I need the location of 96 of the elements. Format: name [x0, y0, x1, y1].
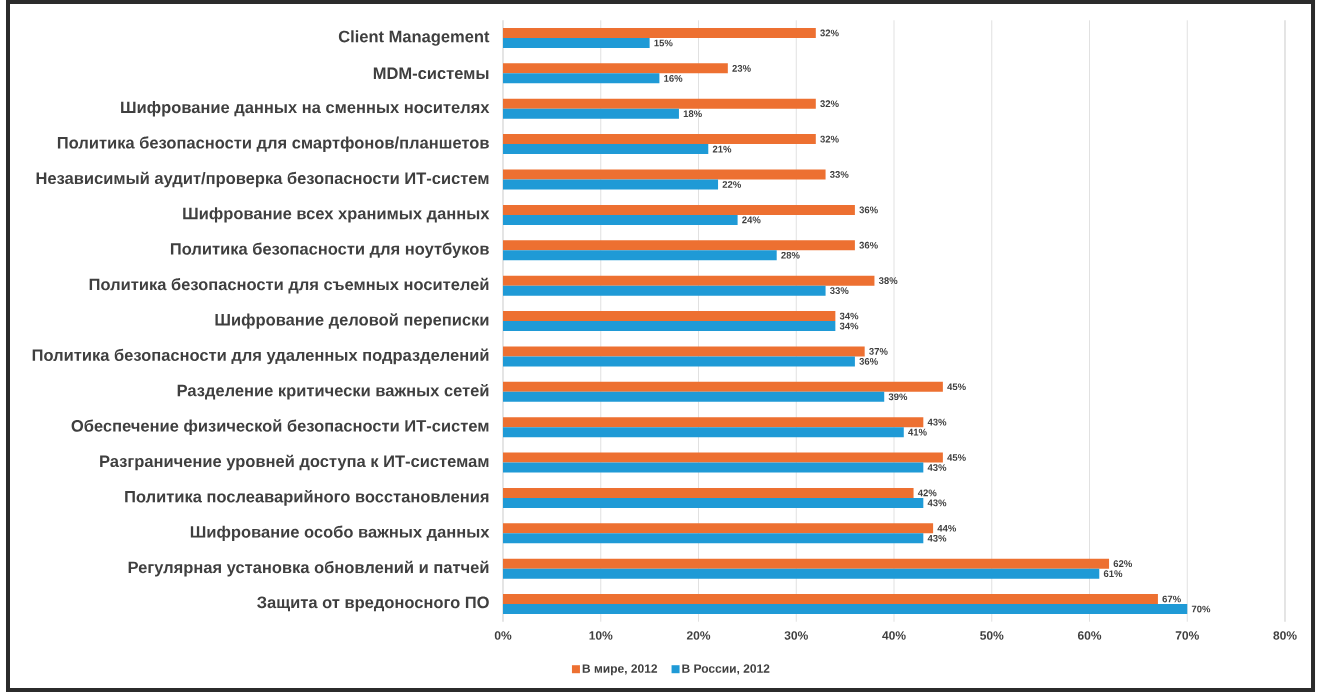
bar — [503, 134, 816, 145]
bar — [503, 356, 855, 367]
y-tick-label: Независимый аудит/проверка безопасности ИТ-систем — [36, 171, 489, 188]
data-label: 18% — [683, 110, 702, 118]
data-label: 33% — [829, 171, 849, 178]
data-label: 41% — [908, 428, 927, 436]
data-label: 45% — [947, 454, 966, 461]
bar — [503, 321, 836, 331]
bar — [503, 346, 865, 357]
bar — [503, 311, 836, 321]
bar — [503, 391, 885, 402]
bar — [503, 523, 934, 534]
bar — [503, 144, 709, 155]
data-label: 36% — [859, 206, 878, 214]
data-label: 32% — [820, 100, 839, 108]
bar — [503, 604, 1188, 615]
data-label: 33% — [829, 287, 849, 294]
data-label: 16% — [664, 75, 683, 82]
data-label: 32% — [820, 135, 839, 143]
y-tick-label: Шифрование данных на сменных носителях — [121, 101, 490, 117]
data-label: 36% — [859, 358, 878, 365]
data-label: 42% — [917, 489, 937, 497]
bar — [503, 594, 1158, 605]
data-label: 70% — [1191, 605, 1211, 613]
y-tick-label: Политика безопасности для смартфонов/планшетов — [57, 136, 489, 152]
bar — [503, 108, 679, 119]
bar — [503, 427, 904, 438]
bar — [503, 285, 826, 296]
bar — [503, 98, 816, 109]
bar — [503, 63, 728, 74]
data-label: 43% — [927, 499, 947, 507]
data-label: 44% — [937, 524, 957, 532]
data-label: 36% — [859, 241, 878, 249]
bar — [503, 533, 924, 544]
y-tick-label: Политика послеаварийного восстановления — [125, 490, 489, 506]
y-tick-label: MDM-системы — [373, 67, 489, 80]
x-tick-label: 70% — [1175, 631, 1199, 640]
data-label: 67% — [1162, 595, 1181, 603]
bar — [503, 179, 719, 190]
x-tick-label: 40% — [882, 631, 906, 640]
y-tick-label: Шифрование особо важных данных — [190, 525, 490, 542]
bar — [503, 250, 777, 261]
data-label: 28% — [781, 251, 800, 259]
data-label: 21% — [712, 145, 732, 153]
data-label: 37% — [869, 348, 888, 355]
data-label: 22% — [722, 181, 742, 188]
data-label: 43% — [927, 464, 947, 471]
bar — [503, 497, 924, 508]
y-tick-label: Шифрование всех хранимых данных — [183, 207, 490, 223]
data-label: 39% — [888, 393, 908, 401]
x-tick-label: 80% — [1273, 631, 1297, 640]
bar — [503, 204, 855, 215]
bar — [503, 452, 943, 463]
x-tick-label: 20% — [686, 631, 711, 640]
x-tick-label: 60% — [1077, 631, 1102, 640]
bar — [503, 487, 914, 498]
data-label: 38% — [878, 277, 898, 284]
bar — [503, 381, 943, 392]
y-tick-label: Обеспечение физической безопасности ИТ-систем — [71, 419, 489, 435]
bar — [503, 214, 738, 225]
bar — [503, 462, 924, 473]
bar — [503, 27, 816, 38]
y-tick-label: Политика безопасности для ноутбуков — [170, 242, 489, 259]
data-label: 62% — [1113, 560, 1133, 568]
bar — [503, 558, 1110, 569]
y-tick-label: Шифрование деловой переписки — [215, 313, 489, 329]
data-label: 43% — [927, 418, 947, 426]
y-tick-label: Client Management — [338, 30, 490, 46]
y-tick-label: Регулярная установка обновлений и патчей — [128, 560, 489, 577]
bar — [503, 37, 650, 48]
data-label: 24% — [742, 216, 761, 224]
legend-label: В мире, 2012 — [582, 664, 658, 676]
x-tick-label: 50% — [980, 631, 1004, 640]
data-label: 15% — [654, 39, 673, 47]
bar — [503, 240, 855, 251]
legend-label: В России, 2012 — [682, 664, 770, 675]
data-label: 61% — [1103, 570, 1123, 578]
bar — [503, 169, 826, 180]
x-tick-label: 30% — [784, 631, 808, 640]
data-label: 43% — [927, 534, 947, 542]
y-tick-label: Политика безопасности для съемных носителей — [89, 277, 489, 294]
bar — [503, 417, 924, 428]
data-label: 34% — [839, 322, 859, 330]
bar — [503, 73, 660, 84]
data-label: 32% — [820, 29, 839, 37]
bar — [503, 275, 875, 286]
y-tick-label: Разделение критически важных сетей — [177, 383, 489, 400]
x-tick-label: 10% — [589, 631, 613, 640]
data-label: 45% — [947, 383, 966, 391]
data-label: 23% — [732, 64, 751, 72]
x-tick-label: 0% — [494, 631, 512, 640]
y-tick-label: Защита от вредоносного ПО — [257, 596, 489, 612]
y-tick-label: Политика безопасности для удаленных подразделений — [32, 348, 489, 365]
y-tick-label: Разграничение уровней доступа к ИТ-системам — [100, 454, 489, 471]
data-label: 34% — [839, 312, 859, 320]
bar — [503, 568, 1100, 579]
